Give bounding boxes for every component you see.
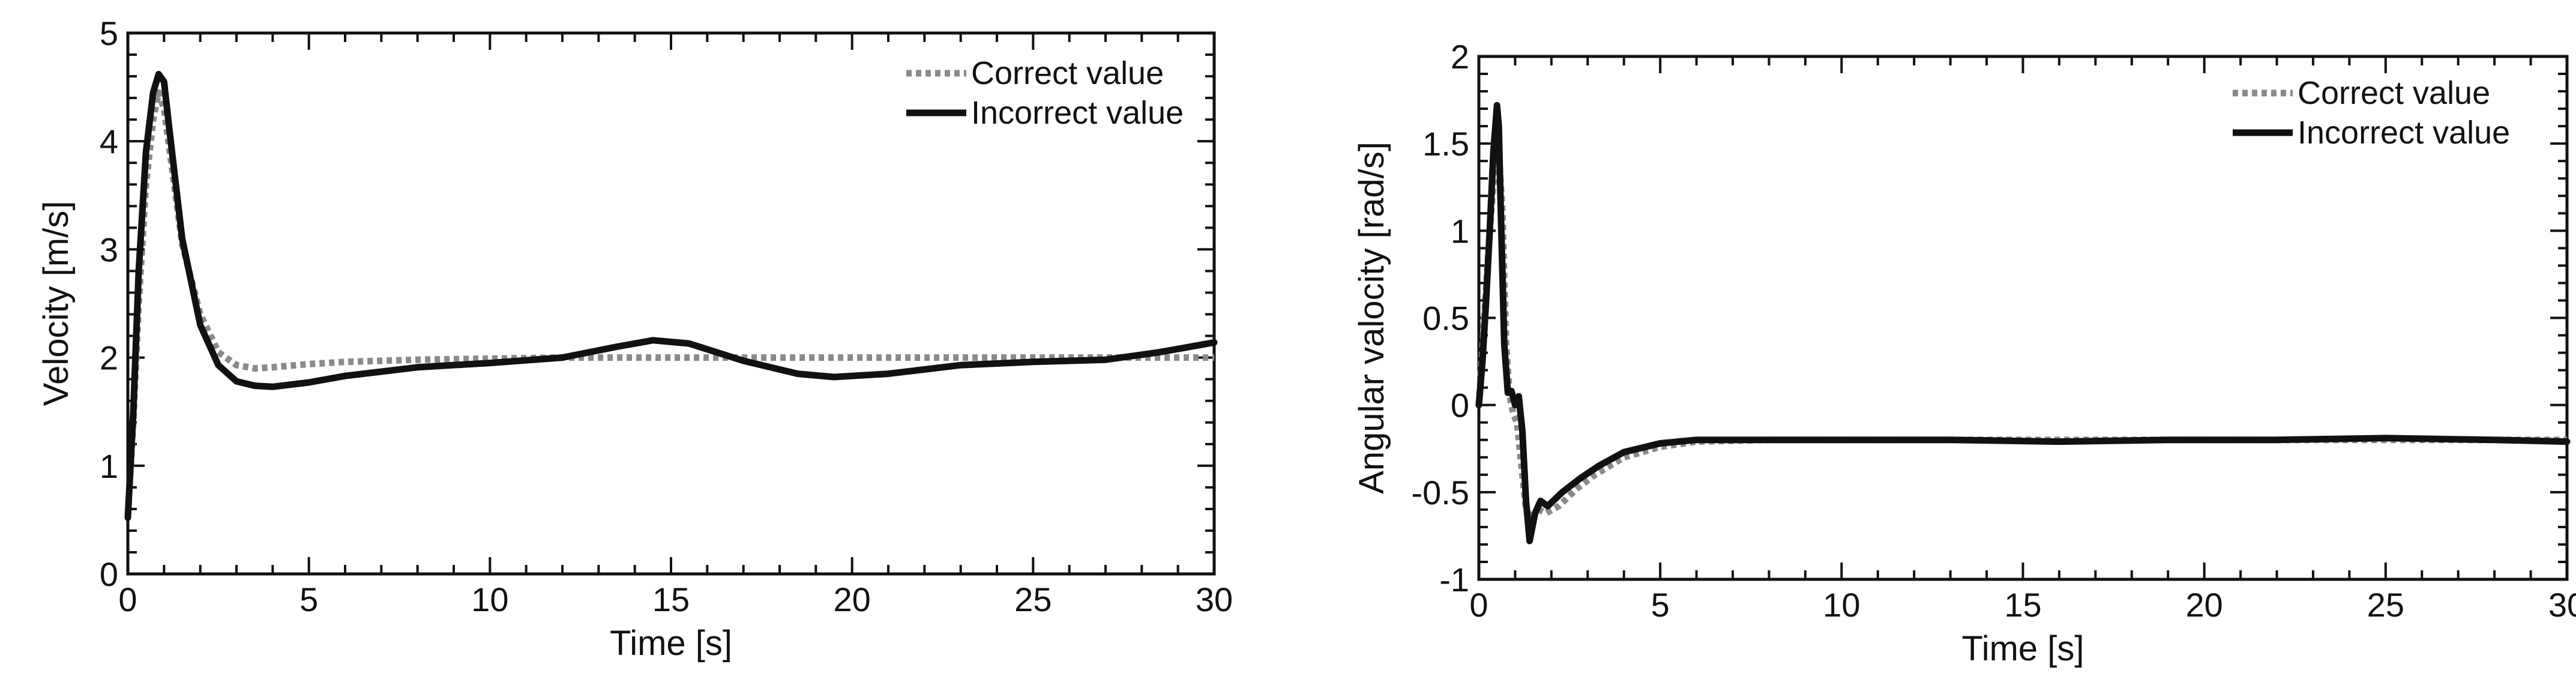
y-tick-label: 4	[100, 122, 118, 160]
y-tick-label: -1	[1439, 561, 1469, 599]
x-tick-label: 15	[2004, 586, 2041, 624]
y-tick-label: 1	[100, 447, 118, 485]
y-tick-label: 0.5	[1422, 300, 1469, 337]
x-ticks	[1478, 56, 2568, 579]
x-tick-labels: 0 5 10 15 20 25 30	[118, 581, 1233, 618]
y-tick-label: 1.5	[1422, 125, 1469, 163]
y-tick-label: 2	[1451, 38, 1469, 76]
x-tick-label: 30	[1196, 581, 1233, 618]
x-tick-label: 20	[834, 581, 871, 618]
series-lines	[1475, 101, 2571, 545]
x-axis-label: Time [s]	[610, 624, 732, 663]
legend-label-correct: Correct value	[2298, 75, 2490, 111]
x-tick-label: 5	[1651, 586, 1670, 624]
x-axis: 0 5 10 15 20 25 30 Time [s]	[118, 33, 1233, 663]
x-tick-labels: 0 5 10 15 20 25 30	[1469, 586, 2576, 624]
x-tick-label: 25	[2367, 586, 2404, 624]
y-tick-label: -0.5	[1412, 474, 1470, 511]
legend-label-correct: Correct value	[971, 55, 1164, 91]
y-tick-labels: -1 -0.5 0 0.5 1 1.5 2	[1412, 38, 1470, 599]
x-axis-label: Time [s]	[1961, 629, 2084, 668]
y-axis-label: Velocity [m/s]	[37, 201, 76, 406]
x-tick-label: 25	[1014, 581, 1052, 618]
y-ticks	[128, 32, 1214, 575]
y-tick-label: 1	[1451, 212, 1469, 250]
series-lines	[124, 71, 1218, 521]
series-line-incorrect	[124, 71, 1218, 521]
x-tick-label: 15	[652, 581, 690, 618]
chart-velocity: 0 5 10 15 20 25 30 Time [s] 0 1 2 3 4 5 …	[37, 14, 1233, 663]
legend: Correct value Incorrect value	[906, 55, 1184, 131]
x-tick-label: 10	[471, 581, 508, 618]
y-axis: 0 1 2 3 4 5 Velocity [m/s]	[37, 14, 1214, 593]
y-tick-label: 0	[100, 555, 118, 593]
series-line-correct	[1475, 149, 2567, 522]
chart-angular-velocity: 0 5 10 15 20 25 30 Time [s] -1 -0.5 0 0.…	[1352, 38, 2576, 668]
x-tick-label: 30	[2548, 586, 2576, 624]
x-ticks	[127, 33, 1215, 574]
x-tick-label: 10	[1823, 586, 1860, 624]
legend-label-incorrect: Incorrect value	[971, 95, 1184, 131]
y-axis-label: Angular valocity [rad/s]	[1352, 142, 1391, 494]
x-tick-label: 0	[1469, 586, 1488, 624]
x-tick-label: 20	[2186, 586, 2223, 624]
y-tick-label: 0	[1451, 387, 1469, 424]
x-axis: 0 5 10 15 20 25 30 Time [s]	[1469, 56, 2576, 668]
y-tick-label: 5	[100, 14, 118, 52]
x-tick-label: 0	[118, 581, 137, 618]
series-line-incorrect	[1475, 101, 2571, 545]
legend-label-incorrect: Incorrect value	[2298, 115, 2510, 151]
y-tick-label: 2	[100, 339, 118, 377]
y-tick-label: 3	[100, 231, 118, 268]
series-line-correct	[124, 89, 1214, 515]
x-tick-label: 5	[299, 581, 318, 618]
y-tick-labels: 0 1 2 3 4 5	[100, 14, 118, 593]
legend: Correct value Incorrect value	[2233, 75, 2510, 151]
